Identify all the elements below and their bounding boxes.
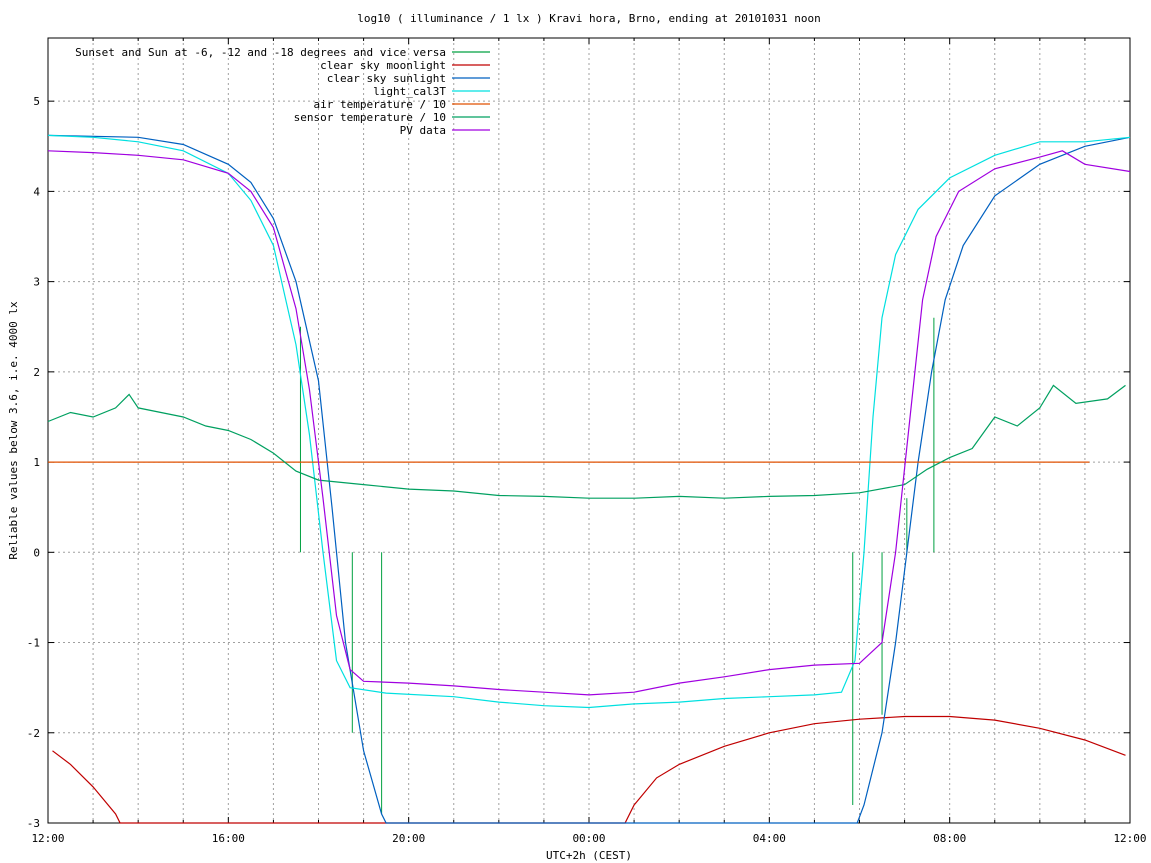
legend-label: sensor temperature / 10 [294,111,446,124]
x-tick-label: 00:00 [572,832,605,845]
chart-title: log10 ( illuminance / 1 lx ) Kravi hora,… [357,12,821,25]
y-tick-label: 2 [33,366,40,379]
legend-label: Sunset and Sun at -6, -12 and -18 degree… [75,46,446,59]
x-tick-label: 20:00 [392,832,425,845]
y-tick-label: 3 [33,276,40,289]
x-tick-label: 12:00 [1113,832,1146,845]
y-tick-label: 5 [33,95,40,108]
x-tick-label: 04:00 [753,832,786,845]
legend-label: light_cal3T [373,85,446,98]
y-tick-label: 0 [33,546,40,559]
y-axis-label: Reliable values below 3.6, i.e. 4000 lx [7,301,20,560]
x-tick-label: 16:00 [212,832,245,845]
x-axis-label: UTC+2h (CEST) [546,849,632,862]
legend-label: clear sky sunlight [327,72,446,85]
series-line [47,134,1131,824]
y-tick-label: -3 [27,817,40,830]
legend-label: PV data [400,124,446,137]
series-impulses [299,317,935,814]
series-line [47,150,1131,696]
y-tick-label: -1 [27,637,40,650]
series-line [47,384,1126,499]
x-axis-ticks: 12:00 16:00 20:00 00:00 04:00 08:00 12:00 [31,38,1147,845]
y-axis-ticks: 5 4 3 2 1 0 -1 -2 -3 [27,95,1130,830]
series-layer [47,134,1131,824]
x-tick-label: 08:00 [933,832,966,845]
series-line [47,134,1131,709]
legend: Sunset and Sun at -6, -12 and -18 degree… [75,46,490,137]
y-tick-label: -2 [27,727,40,740]
y-tick-label: 4 [33,185,40,198]
y-tick-label: 1 [33,456,40,469]
x-tick-label: 12:00 [31,832,64,845]
legend-label: air temperature / 10 [314,98,446,111]
series-line [52,715,1126,824]
legend-label: clear sky moonlight [320,59,446,72]
